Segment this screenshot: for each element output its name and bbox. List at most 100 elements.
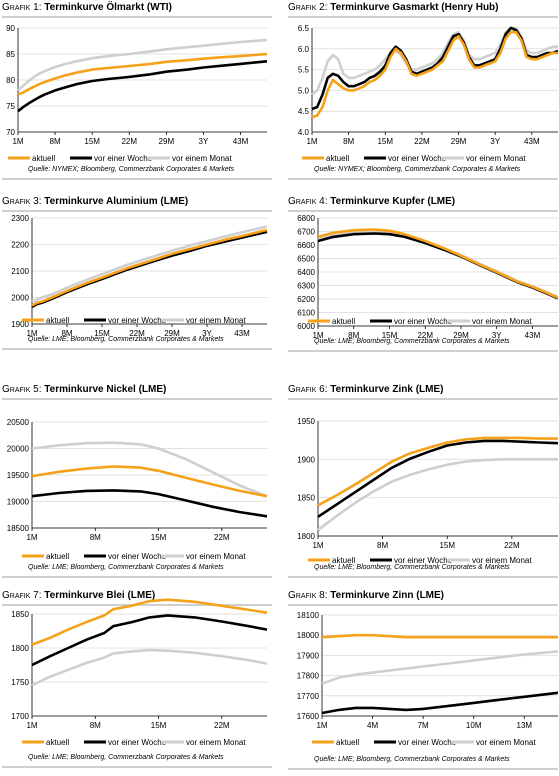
- line-chart: 4.0 4.5 5.0 5.5 6.0 6.5 1M 8M 15M 22M 29M 3Y 43M aktu…: [298, 24, 558, 163]
- y-tick-label: 19500: [7, 471, 30, 480]
- y-tick-label: 17800: [297, 672, 320, 681]
- x-tick-label: 29M: [164, 329, 180, 338]
- title-divider: [2, 210, 272, 212]
- y-tick-label: 6300: [297, 282, 315, 291]
- series-line-month: [317, 230, 558, 299]
- chart-panel-3: Grafik 3: Terminkurve Aluminium (LME) 190…: [2, 196, 272, 356]
- series-line-current: [317, 228, 558, 299]
- legend-label-month: vor einem Monat: [472, 317, 532, 326]
- chart-number: Grafik 6:: [288, 384, 328, 395]
- chart-number: Grafik 2:: [288, 2, 328, 13]
- x-tick-label: 29M: [453, 331, 469, 340]
- series-line-week: [31, 614, 268, 667]
- line-chart: 1700 1750 1800 1850 1M 8M 15M 22M aktuell vor ein…: [11, 598, 268, 747]
- series-line-current: [17, 52, 268, 96]
- y-tick-label: 6400: [297, 268, 315, 277]
- x-tick-label: 22M: [504, 541, 520, 550]
- source-divider: [2, 766, 272, 768]
- chart-name: Terminkurve Kupfer (LME): [330, 196, 456, 207]
- chart-name: Terminkurve Ölmarkt (WTI): [44, 2, 172, 13]
- series-line-week: [31, 230, 268, 308]
- x-tick-label: 1M: [26, 721, 37, 730]
- y-tick-label: 70: [6, 128, 15, 137]
- legend-label-current: aktuell: [326, 154, 349, 163]
- chart-number: Grafik 8:: [288, 590, 328, 601]
- series-line-current: [311, 30, 558, 119]
- x-tick-label: 22M: [121, 137, 137, 146]
- chart-name: Terminkurve Zink (LME): [330, 384, 444, 395]
- y-tick-label: 1850: [297, 494, 315, 503]
- y-tick-label: 1900: [11, 320, 29, 329]
- legend-label-current: aktuell: [46, 738, 69, 747]
- y-tick-label: 6.5: [298, 24, 310, 33]
- title-divider: [288, 16, 558, 18]
- y-tick-label: 1850: [11, 610, 29, 619]
- x-tick-label: 15M: [439, 541, 455, 550]
- x-tick-label: 13M: [517, 721, 533, 730]
- y-tick-label: 6200: [297, 295, 315, 304]
- y-tick-label: 1800: [11, 644, 29, 653]
- x-tick-label: 15M: [377, 137, 393, 146]
- series-line-month: [31, 648, 268, 687]
- chart-panel-4: Grafik 4: Terminkurve Kupfer (LME) 6000 61…: [288, 196, 558, 358]
- y-tick-label: 1800: [297, 532, 315, 541]
- x-tick-label: 1M: [316, 721, 327, 730]
- chart-title: Grafik 1: Terminkurve Ölmarkt (WTI): [2, 2, 172, 14]
- source-divider: [288, 768, 558, 770]
- chart-name: Terminkurve Nickel (LME): [44, 384, 167, 395]
- x-tick-label: 8M: [90, 533, 101, 542]
- x-tick-label: 15M: [151, 533, 167, 542]
- x-tick-label: 3Y: [199, 137, 209, 146]
- x-tick-label: 22M: [417, 331, 433, 340]
- y-tick-label: 85: [6, 50, 15, 59]
- series-line-week: [317, 232, 558, 300]
- series-line-current: [317, 436, 558, 507]
- x-tick-label: 29M: [451, 137, 467, 146]
- x-tick-label: 8M: [50, 137, 61, 146]
- y-tick-label: 80: [6, 76, 15, 85]
- source-divider: [288, 178, 558, 180]
- y-tick-label: 2300: [11, 214, 29, 223]
- chart-title: Grafik 8: Terminkurve Zinn (LME): [288, 590, 444, 602]
- chart-source: Quelle: NYMEX; Bloomberg, Commerzbank Co…: [314, 166, 521, 173]
- chart-name: Terminkurve Gasmarkt (Henry Hub): [330, 2, 499, 13]
- legend-label-month: vor einem Monat: [186, 738, 246, 747]
- x-tick-label: 15M: [94, 329, 110, 338]
- chart-source: Quelle: LME; Bloomberg, Commerzbank Corp…: [314, 564, 510, 571]
- legend-label-current: aktuell: [46, 316, 69, 325]
- y-tick-label: 17900: [297, 651, 320, 660]
- chart-title: Grafik 3: Terminkurve Aluminium (LME): [2, 196, 188, 208]
- legend-label-week: vor einer Woche: [108, 738, 167, 747]
- series-line-current: [31, 598, 268, 646]
- y-tick-label: 20500: [7, 418, 30, 427]
- chart-title: Grafik 6: Terminkurve Zink (LME): [288, 384, 443, 396]
- y-tick-label: 75: [6, 102, 15, 111]
- chart-number: Grafik 4:: [288, 196, 328, 207]
- chart-source: Quelle: LME; Bloomberg, Commerzbank Corp…: [314, 756, 510, 763]
- x-tick-label: 8M: [377, 541, 388, 550]
- source-divider: [2, 178, 272, 180]
- x-tick-label: 1M: [306, 137, 317, 146]
- line-chart: 1800 1850 1900 1950 1M 8M 15M 22M aktuell vor ein…: [297, 417, 558, 565]
- chart-number: Grafik 3:: [2, 196, 42, 207]
- series-line-week: [321, 691, 558, 715]
- chart-title: Grafik 2: Terminkurve Gasmarkt (Henry Hu…: [288, 2, 499, 14]
- series-line-week: [17, 60, 268, 113]
- chart-source: Quelle: LME; Bloomberg, Commerzbank Corp…: [28, 754, 224, 761]
- source-divider: [288, 576, 558, 578]
- y-tick-label: 6800: [297, 214, 315, 223]
- y-tick-label: 20000: [7, 445, 30, 454]
- chart-title: Grafik 4: Terminkurve Kupfer (LME): [288, 196, 455, 208]
- chart-panel-6: Grafik 6: Terminkurve Zink (LME) 1800 1850…: [288, 384, 558, 584]
- source-divider: [288, 350, 558, 352]
- x-tick-label: 22M: [129, 329, 145, 338]
- x-tick-label: 7M: [418, 721, 429, 730]
- y-tick-label: 6000: [297, 322, 315, 331]
- x-tick-label: 1M: [12, 137, 23, 146]
- x-tick-label: 29M: [159, 137, 175, 146]
- y-tick-label: 1900: [297, 455, 315, 464]
- legend-label-month: vor einem Monat: [186, 316, 246, 325]
- y-tick-label: 4.5: [298, 107, 310, 116]
- y-tick-label: 5.5: [298, 66, 310, 75]
- chart-panel-2: Grafik 2: Terminkurve Gasmarkt (Henry Hu…: [288, 2, 558, 186]
